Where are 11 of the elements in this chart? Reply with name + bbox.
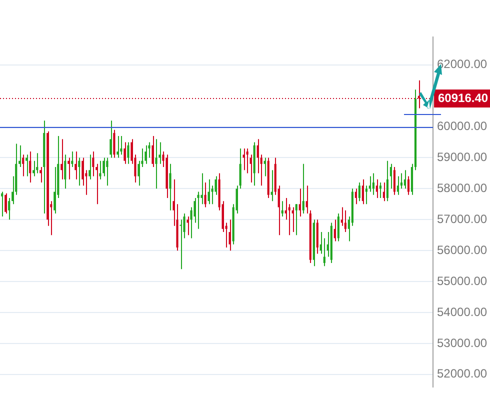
y-tick-label: 57000.00 [437, 212, 488, 226]
ref-line-label: 60916.40 [438, 90, 488, 105]
y-tick-label: 56000.00 [437, 242, 488, 257]
y-tick-label: 59000.00 [437, 150, 488, 164]
y-tick-label: 60000.00 [437, 119, 488, 134]
y-tick-label: 54000.00 [437, 304, 488, 319]
y-tick-label: 62000.00 [437, 57, 488, 72]
y-tick-label: 53000.00 [437, 336, 488, 350]
y-tick-label: 52000.00 [437, 366, 488, 381]
y-tick-label: 58000.00 [437, 180, 488, 195]
y-tick-label: 55000.00 [437, 274, 488, 288]
